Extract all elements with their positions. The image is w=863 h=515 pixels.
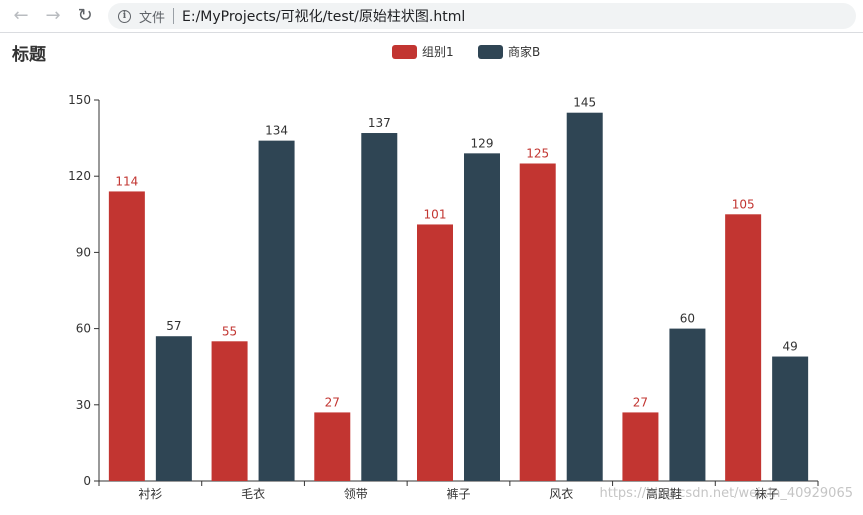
bar-series-2	[669, 328, 706, 481]
data-label-series-1: 101	[424, 207, 447, 221]
data-label-series-2: 57	[166, 319, 181, 333]
browser-toolbar: ← → ↻ i 文件 E:/MyProjects/可视化/test/原始柱状图.…	[0, 0, 863, 33]
url-text[interactable]: E:/MyProjects/可视化/test/原始柱状图.html	[182, 9, 466, 25]
x-tick-label: 袜子	[755, 487, 779, 501]
data-label-series-2: 49	[783, 340, 798, 354]
bar-chart: 标题 组别1 商家B 0 30 60 90 120 150 衬衫 毛衣 领带 裤子 风衣 高跟鞋 袜子 114 5…	[12, 44, 819, 501]
y-tick-label: 120	[68, 169, 91, 183]
data-label-series-2: 60	[680, 312, 695, 326]
bar-series-1	[211, 341, 248, 481]
y-tick-label: 30	[76, 398, 91, 412]
back-arrow-icon[interactable]: ←	[13, 5, 29, 26]
bar-series-1	[417, 224, 453, 481]
bar-series-1	[622, 412, 659, 481]
bar-series-1	[725, 214, 762, 482]
chart-area: 标题 组别1 商家B 0 30 60 90 120 150 衬衫 毛衣 领带 裤子 风衣 高跟鞋 袜子 114 5…	[0, 33, 863, 515]
y-tick-label: 0	[83, 474, 91, 488]
x-tick-label: 裤子	[446, 487, 470, 501]
bar-series-2	[361, 133, 398, 481]
legend-label-2: 商家B	[508, 44, 540, 59]
data-label-series-2: 137	[368, 116, 391, 130]
x-tick-label: 风衣	[549, 486, 573, 501]
forward-arrow-icon[interactable]: →	[45, 5, 61, 26]
legend-label-1: 组别1	[422, 45, 454, 59]
x-tick-label: 衬衫	[138, 487, 162, 501]
bar-series-2	[566, 112, 603, 481]
bar-series-1	[108, 191, 145, 481]
address-bar[interactable]: i 文件 E:/MyProjects/可视化/test/原始柱状图.html	[108, 3, 856, 29]
data-label-series-1: 27	[325, 395, 340, 409]
bar-series-1	[519, 163, 556, 481]
bar-series-1	[314, 412, 351, 481]
x-tick-label: 高跟鞋	[646, 486, 682, 501]
file-label: 文件	[139, 10, 166, 26]
info-icon[interactable]: i	[118, 9, 131, 23]
address-separator	[173, 8, 175, 24]
watermark: https://blog.csdn.net/weixin_40929065	[599, 486, 853, 501]
legend-swatch-2	[478, 45, 503, 59]
x-tick-label: 领带	[344, 487, 368, 501]
data-label-series-1: 105	[732, 197, 755, 211]
y-tick-label: 150	[68, 93, 91, 107]
x-tick-label: 毛衣	[241, 486, 265, 501]
bar-series-2	[258, 140, 295, 481]
data-label-series-1: 27	[633, 395, 648, 409]
data-label-series-2: 145	[573, 96, 596, 110]
data-label-series-1: 114	[115, 174, 138, 188]
data-label-series-1: 55	[222, 324, 237, 338]
legend-swatch-1	[392, 45, 417, 59]
chart-title: 标题	[12, 44, 47, 65]
y-tick-label: 60	[76, 322, 91, 336]
reload-icon[interactable]: ↻	[77, 5, 93, 26]
bar-series-2	[155, 336, 192, 481]
bar-series-2	[772, 356, 809, 481]
y-tick-label: 90	[76, 245, 91, 259]
data-label-series-2: 134	[265, 124, 288, 138]
data-label-series-2: 129	[471, 136, 494, 150]
data-label-series-1: 125	[526, 147, 549, 161]
bar-series-2	[464, 153, 500, 481]
